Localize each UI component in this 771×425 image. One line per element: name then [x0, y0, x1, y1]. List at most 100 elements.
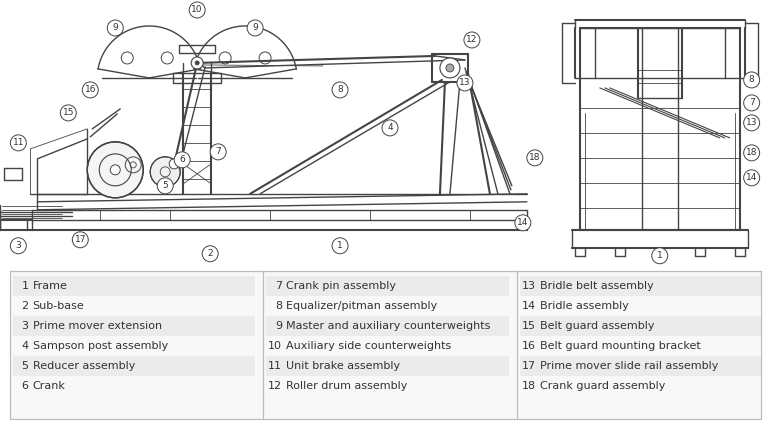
Text: Belt guard assembly: Belt guard assembly: [540, 321, 654, 331]
Text: Crank: Crank: [32, 381, 66, 391]
Circle shape: [744, 115, 759, 131]
Text: 6: 6: [22, 381, 29, 391]
FancyBboxPatch shape: [520, 316, 763, 336]
Text: 5: 5: [22, 361, 29, 371]
Text: 14: 14: [746, 173, 757, 182]
Circle shape: [440, 58, 460, 78]
Circle shape: [527, 150, 543, 166]
Text: 12: 12: [466, 35, 477, 45]
FancyBboxPatch shape: [520, 296, 763, 316]
Text: Crank pin assembly: Crank pin assembly: [286, 280, 396, 291]
Text: 17: 17: [521, 361, 536, 371]
Circle shape: [744, 72, 759, 88]
Text: Prime mover slide rail assembly: Prime mover slide rail assembly: [540, 361, 718, 371]
Text: 14: 14: [521, 301, 536, 311]
Text: Unit brake assembly: Unit brake assembly: [286, 361, 400, 371]
Circle shape: [202, 246, 218, 262]
Text: Equalizer/pitman assembly: Equalizer/pitman assembly: [286, 301, 437, 311]
Text: 18: 18: [521, 381, 536, 391]
Circle shape: [332, 238, 348, 254]
Text: 4: 4: [22, 341, 29, 351]
Text: 16: 16: [85, 85, 96, 94]
Text: 1: 1: [337, 241, 343, 250]
FancyBboxPatch shape: [520, 276, 763, 296]
Text: 4: 4: [387, 123, 392, 132]
Text: 7: 7: [215, 147, 221, 156]
FancyBboxPatch shape: [12, 377, 255, 397]
FancyBboxPatch shape: [266, 296, 509, 316]
Circle shape: [247, 20, 263, 36]
FancyBboxPatch shape: [266, 336, 509, 357]
Text: 13: 13: [522, 280, 536, 291]
Text: 2: 2: [22, 301, 29, 311]
Text: 8: 8: [337, 85, 343, 94]
Text: 8: 8: [275, 301, 282, 311]
Circle shape: [150, 157, 180, 187]
Text: 17: 17: [75, 235, 86, 244]
Circle shape: [174, 152, 190, 168]
Text: 11: 11: [12, 139, 24, 147]
Circle shape: [107, 20, 123, 36]
Text: Frame: Frame: [32, 280, 67, 291]
Circle shape: [464, 32, 480, 48]
Text: 1: 1: [657, 251, 662, 260]
Text: 14: 14: [517, 218, 529, 227]
FancyBboxPatch shape: [12, 336, 255, 357]
Text: 13: 13: [460, 79, 470, 88]
Text: Auxiliary side counterweights: Auxiliary side counterweights: [286, 341, 451, 351]
Circle shape: [82, 82, 98, 98]
Text: Sub-base: Sub-base: [32, 301, 84, 311]
Text: Bridle assembly: Bridle assembly: [540, 301, 628, 311]
Text: 7: 7: [275, 280, 282, 291]
FancyBboxPatch shape: [266, 377, 509, 397]
Text: 9: 9: [252, 23, 258, 32]
Text: 10: 10: [268, 341, 282, 351]
Text: 1: 1: [22, 280, 29, 291]
FancyBboxPatch shape: [12, 316, 255, 336]
Text: 9: 9: [275, 321, 282, 331]
Text: Sampson post assembly: Sampson post assembly: [32, 341, 168, 351]
Circle shape: [382, 120, 398, 136]
Circle shape: [10, 135, 26, 151]
Circle shape: [446, 64, 454, 72]
Circle shape: [515, 215, 531, 231]
Text: Belt guard mounting bracket: Belt guard mounting bracket: [540, 341, 700, 351]
Circle shape: [651, 248, 668, 264]
Text: Master and auxiliary counterweights: Master and auxiliary counterweights: [286, 321, 490, 331]
Circle shape: [10, 238, 26, 254]
FancyBboxPatch shape: [266, 276, 509, 296]
Text: 7: 7: [749, 99, 755, 108]
Circle shape: [87, 142, 143, 198]
FancyBboxPatch shape: [266, 357, 509, 377]
Circle shape: [744, 95, 759, 111]
Text: 8: 8: [749, 75, 755, 85]
Circle shape: [744, 145, 759, 161]
Text: 2: 2: [207, 249, 213, 258]
Circle shape: [60, 105, 76, 121]
Circle shape: [195, 61, 199, 65]
Text: Bridle belt assembly: Bridle belt assembly: [540, 280, 653, 291]
Text: 15: 15: [62, 108, 74, 117]
Text: 5: 5: [163, 181, 168, 190]
FancyBboxPatch shape: [520, 357, 763, 377]
Text: 16: 16: [522, 341, 536, 351]
Text: 18: 18: [529, 153, 540, 162]
Text: 3: 3: [15, 241, 22, 250]
FancyBboxPatch shape: [12, 296, 255, 316]
FancyBboxPatch shape: [520, 336, 763, 357]
Text: Roller drum assembly: Roller drum assembly: [286, 381, 407, 391]
FancyBboxPatch shape: [12, 357, 255, 377]
Text: Prime mover extension: Prime mover extension: [32, 321, 162, 331]
Circle shape: [72, 232, 88, 248]
Text: Crank guard assembly: Crank guard assembly: [540, 381, 665, 391]
Text: 15: 15: [522, 321, 536, 331]
Text: 10: 10: [191, 6, 203, 14]
Text: 6: 6: [180, 156, 185, 164]
Circle shape: [110, 165, 120, 175]
Circle shape: [169, 159, 179, 169]
Circle shape: [191, 57, 204, 69]
FancyBboxPatch shape: [10, 271, 761, 419]
Text: 11: 11: [268, 361, 282, 371]
Circle shape: [332, 82, 348, 98]
FancyBboxPatch shape: [12, 276, 255, 296]
